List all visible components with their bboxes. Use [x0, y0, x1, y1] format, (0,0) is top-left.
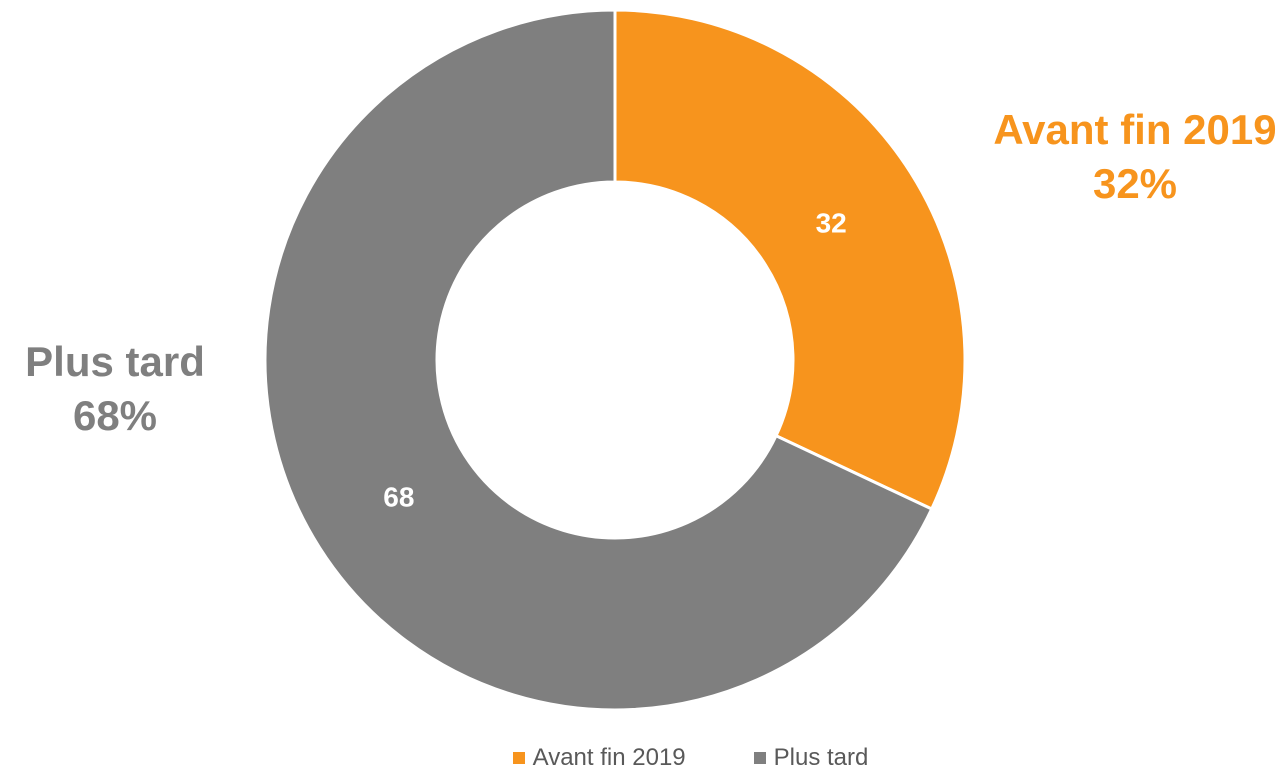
legend-label-plus-tard: Plus tard [773, 744, 869, 771]
outer-label-avant-fin-2019-percent: 32% [1092, 160, 1178, 207]
data-label-plus-tard: 68 [383, 482, 414, 513]
outer-label-avant-fin-2019: Avant fin 2019 32% [990, 103, 1280, 211]
data-label-avant-fin-2019: 32 [816, 207, 847, 238]
donut-slice-avant-fin-2019 [613, 8, 967, 512]
donut-slice-plus-tard [263, 8, 934, 712]
legend-swatch-avant-fin-2019 [512, 752, 525, 764]
legend-item-plus-tard: Plus tard [753, 744, 869, 772]
outer-label-plus-tard-percent: 68% [72, 392, 158, 439]
legend-item-avant-fin-2019: Avant fin 2019 [512, 744, 686, 772]
legend: Avant fin 2019 Plus tard [0, 742, 1281, 774]
outer-label-plus-tard-name: Plus tard [25, 338, 205, 385]
outer-label-avant-fin-2019-name: Avant fin 2019 [993, 106, 1277, 153]
legend-label-avant-fin-2019: Avant fin 2019 [532, 744, 686, 771]
legend-swatch-plus-tard [753, 752, 766, 764]
outer-label-plus-tard: Plus tard 68% [0, 335, 230, 443]
